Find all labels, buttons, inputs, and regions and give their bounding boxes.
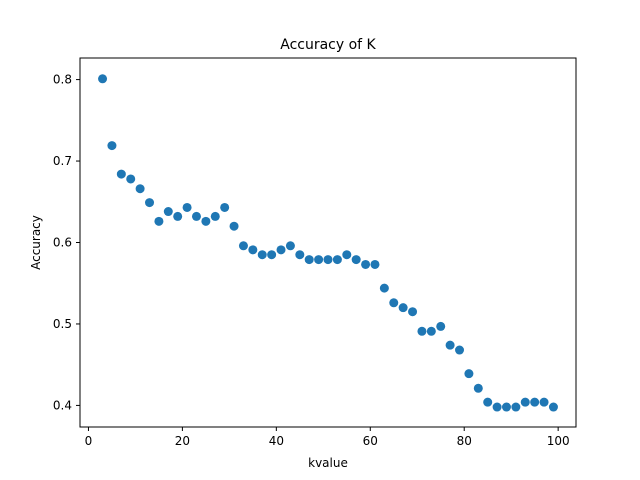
- data-point: [332, 255, 342, 265]
- data-point: [257, 250, 267, 260]
- data-point: [445, 340, 455, 350]
- x-tick-label: 80: [457, 434, 472, 448]
- data-point: [455, 345, 465, 355]
- x-tick-label: 100: [547, 434, 570, 448]
- data-point: [408, 307, 418, 317]
- data-point: [483, 397, 493, 407]
- data-point: [473, 383, 483, 393]
- data-point: [220, 202, 230, 212]
- data-point: [492, 402, 502, 412]
- plot-area: [80, 58, 576, 427]
- data-point: [436, 321, 446, 331]
- data-point: [501, 402, 511, 412]
- y-tick-label: 0.6: [53, 236, 72, 250]
- y-tick-label: 0.8: [53, 73, 72, 87]
- data-point: [201, 216, 211, 226]
- data-point: [126, 174, 136, 184]
- x-tick-label: 20: [175, 434, 190, 448]
- y-tick-label: 0.5: [53, 317, 72, 331]
- data-point: [163, 207, 173, 217]
- data-points: [98, 74, 558, 412]
- data-point: [173, 211, 183, 221]
- data-point: [107, 141, 117, 151]
- data-point: [116, 169, 126, 179]
- data-point: [398, 303, 408, 313]
- data-point: [342, 250, 352, 260]
- data-point: [323, 255, 333, 265]
- data-point: [361, 259, 371, 269]
- data-point: [248, 245, 258, 255]
- data-point: [229, 221, 239, 231]
- data-point: [182, 202, 192, 212]
- data-point: [530, 397, 540, 407]
- data-point: [314, 255, 324, 265]
- data-point: [276, 245, 286, 255]
- data-point: [426, 326, 436, 336]
- x-tick-label: 40: [269, 434, 284, 448]
- data-point: [145, 198, 155, 208]
- data-point: [304, 255, 314, 265]
- data-point: [267, 250, 277, 260]
- data-point: [539, 397, 549, 407]
- data-point: [154, 216, 164, 226]
- data-point: [379, 283, 389, 293]
- data-point: [389, 298, 399, 308]
- y-axis-label: Accuracy: [29, 215, 43, 270]
- x-axis-label: kvalue: [308, 456, 348, 470]
- x-tick-label: 60: [363, 434, 378, 448]
- y-axis-ticks: 0.4 0.5 0.6 0.7 0.8: [53, 73, 80, 412]
- data-point: [511, 402, 521, 412]
- data-point: [417, 326, 427, 336]
- data-point: [98, 74, 108, 84]
- data-point: [351, 255, 361, 265]
- y-tick-label: 0.4: [53, 398, 72, 412]
- data-point: [210, 211, 220, 221]
- data-point: [548, 402, 558, 412]
- data-point: [135, 184, 145, 194]
- data-point: [238, 241, 248, 251]
- data-point: [370, 259, 380, 269]
- data-point: [464, 369, 474, 379]
- x-tick-label: 0: [85, 434, 93, 448]
- chart-title: Accuracy of K: [280, 37, 376, 53]
- data-point: [285, 241, 295, 251]
- x-axis-ticks: 0 20 40 60 80 100: [85, 427, 570, 448]
- data-point: [295, 250, 305, 260]
- data-point: [191, 211, 201, 221]
- data-point: [520, 397, 530, 407]
- y-tick-label: 0.7: [53, 154, 72, 168]
